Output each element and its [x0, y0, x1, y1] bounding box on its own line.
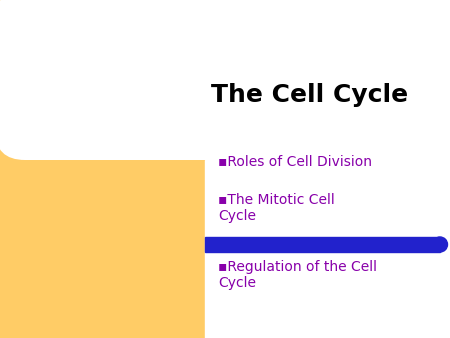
FancyBboxPatch shape: [0, 0, 345, 160]
Text: ▪The Mitotic Cell
Cycle: ▪The Mitotic Cell Cycle: [218, 193, 335, 223]
Text: ▪Roles of Cell Division: ▪Roles of Cell Division: [218, 155, 372, 169]
Text: The Cell Cycle: The Cell Cycle: [212, 83, 409, 107]
Bar: [205, 160, 450, 338]
Text: ▪Regulation of the Cell
Cycle: ▪Regulation of the Cell Cycle: [218, 260, 377, 290]
Bar: [0, 0, 205, 338]
Bar: [205, 237, 440, 252]
Ellipse shape: [432, 237, 447, 252]
